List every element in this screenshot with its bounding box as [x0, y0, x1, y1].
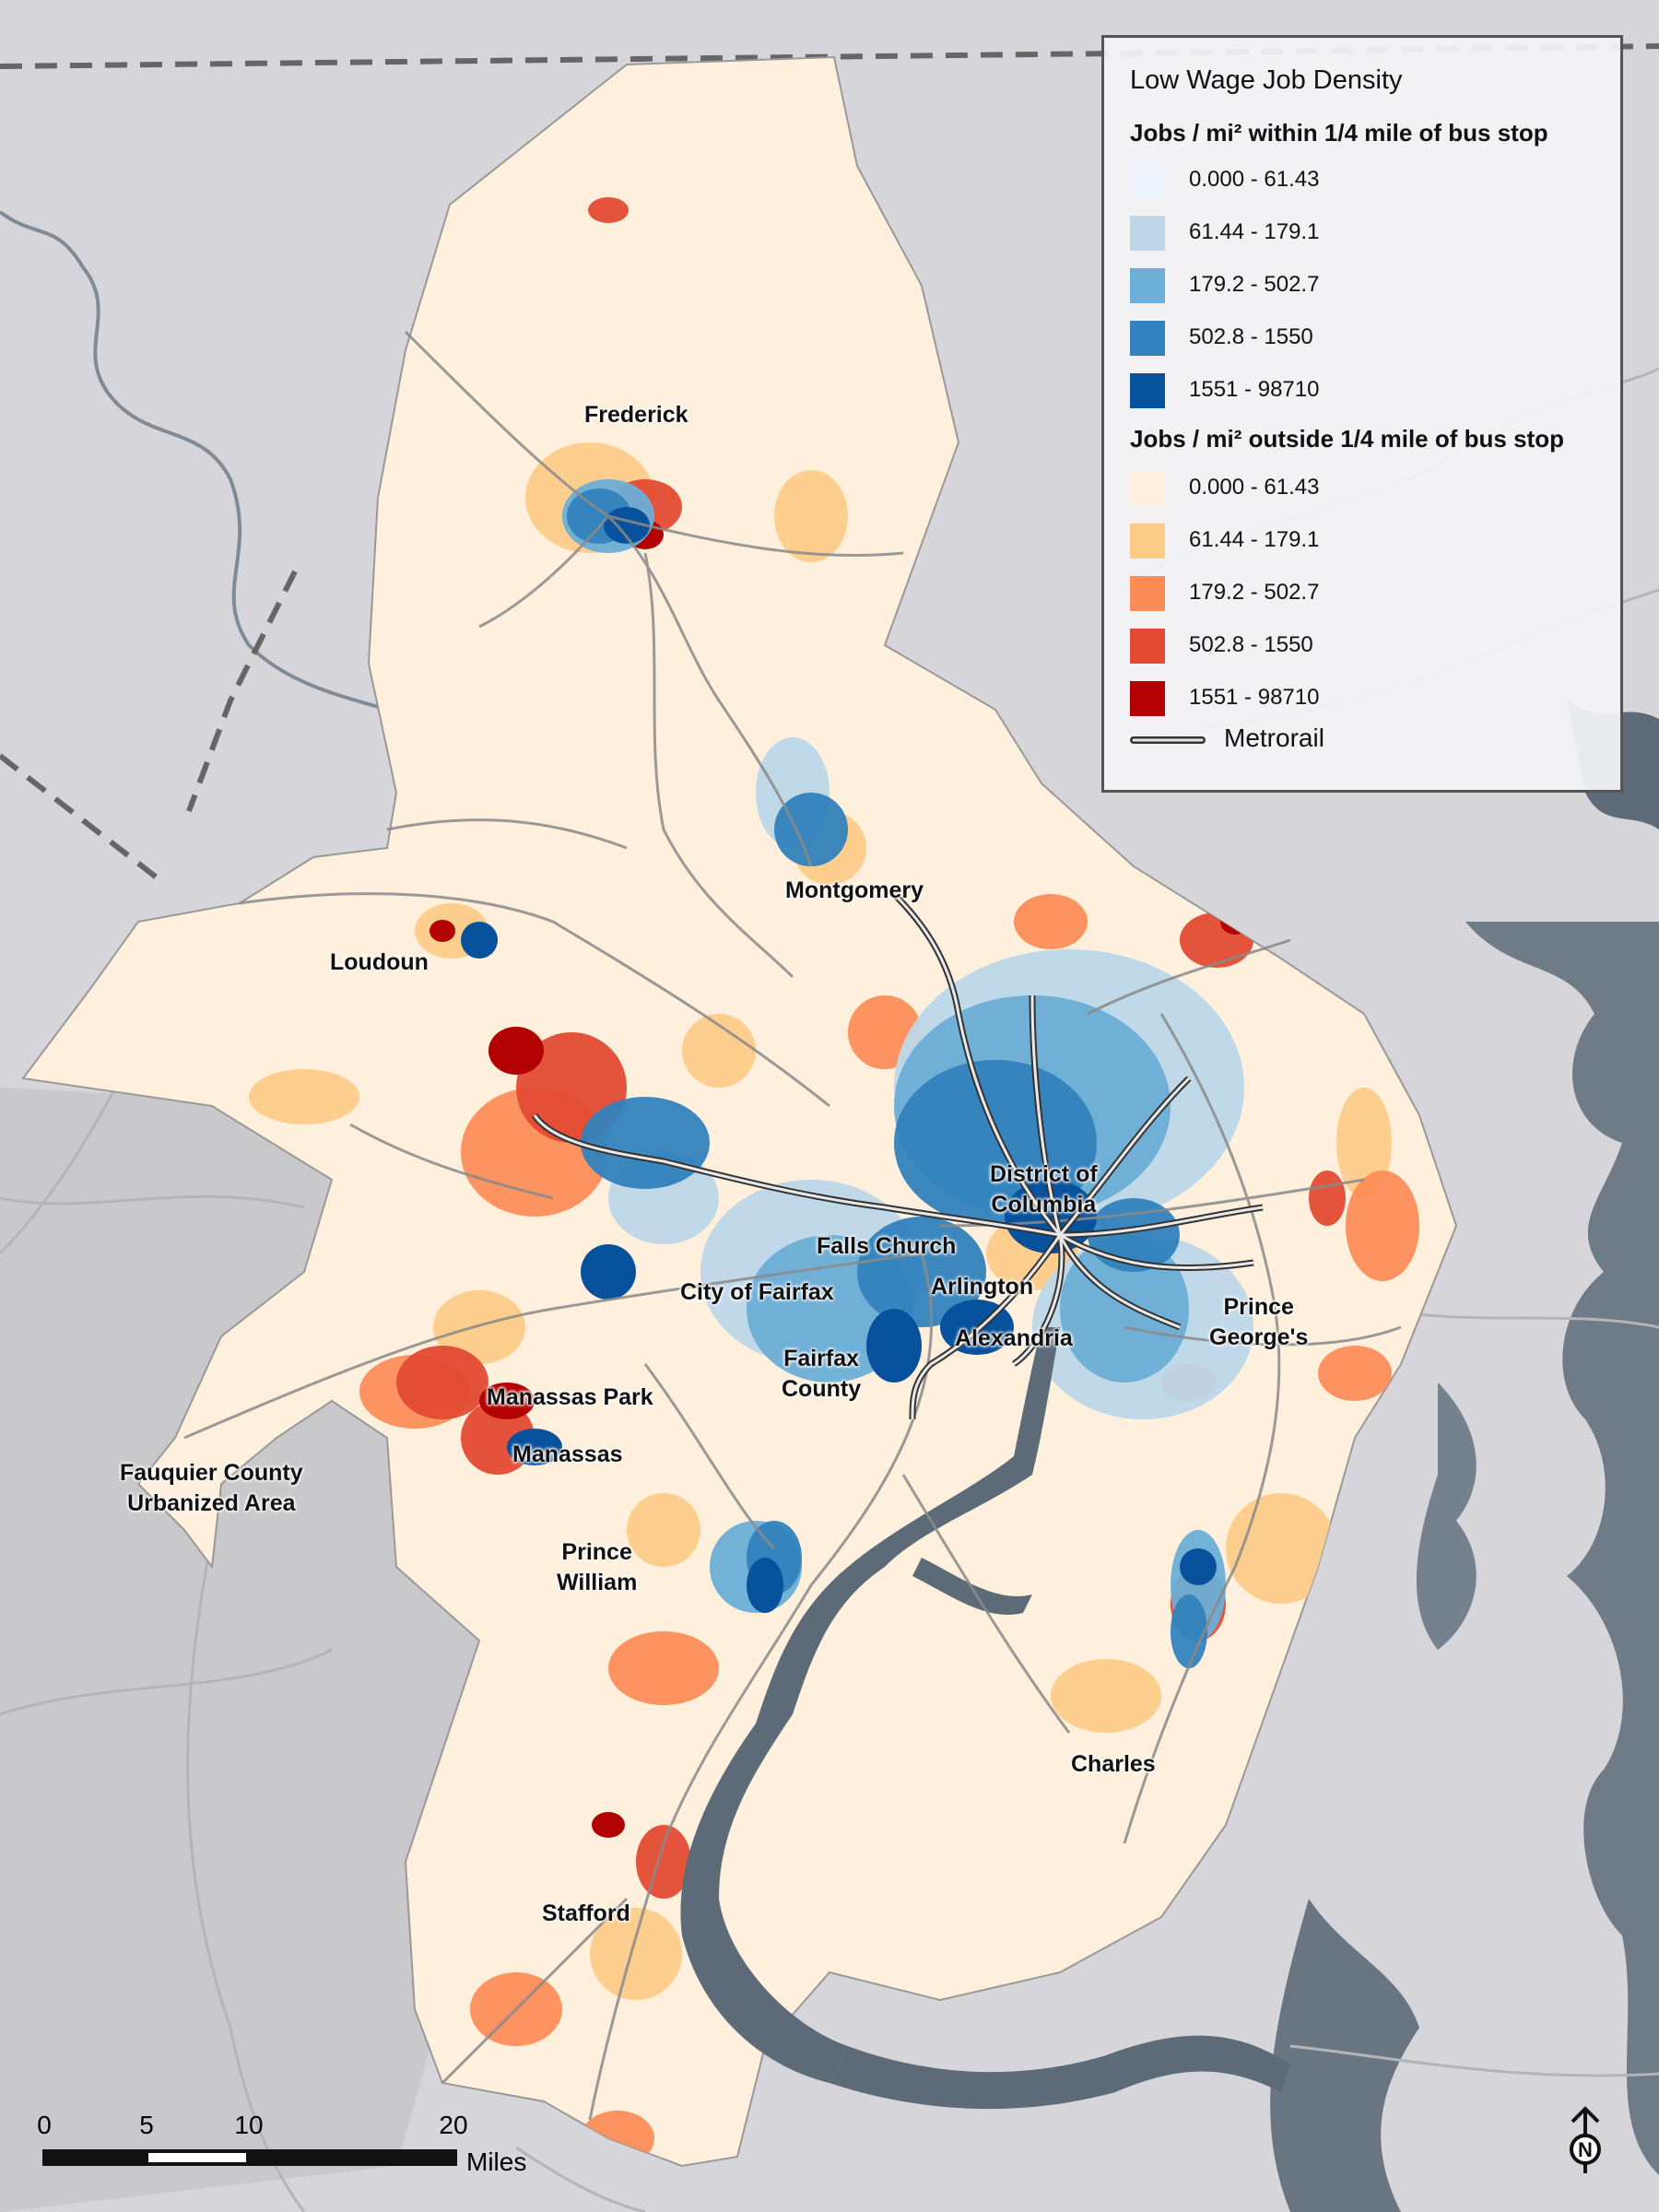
legend-swatch	[1130, 216, 1165, 251]
legend-swatch	[1130, 163, 1165, 198]
legend-swatch	[1130, 576, 1165, 611]
legend-within-class-3: 179.2 - 502.7	[1130, 268, 1609, 303]
legend-outside-class-4: 502.8 - 1550	[1130, 629, 1609, 664]
legend-outside-heading: Jobs / mi² outside 1/4 mile of bus stop	[1130, 425, 1564, 453]
place-label-prince-georges: Prince George's	[1209, 1294, 1309, 1350]
legend-swatch	[1130, 629, 1165, 664]
place-label-falls-church: Falls Church	[817, 1233, 957, 1259]
study-region	[21, 55, 1458, 2168]
legend-label: 502.8 - 1550	[1189, 632, 1313, 657]
metrorail-lines	[532, 891, 1264, 1420]
place-label-prince-william: Prince William	[557, 1539, 638, 1595]
legend-label: 0.000 - 61.43	[1189, 475, 1320, 500]
legend-swatch	[1130, 321, 1165, 356]
place-label-montgomery: Montgomery	[785, 877, 924, 903]
north-arrow: N	[1563, 2105, 1607, 2183]
legend-swatch	[1130, 373, 1165, 408]
legend-label: 1551 - 98710	[1189, 685, 1320, 710]
place-label-alexandria: Alexandria	[955, 1325, 1073, 1351]
legend-swatch	[1130, 268, 1165, 303]
north-arrow-icon: N	[1570, 2106, 1601, 2173]
legend-label: 179.2 - 502.7	[1189, 272, 1320, 297]
legend-within-class-1: 0.000 - 61.43	[1130, 163, 1609, 198]
legend-metrorail-label: Metrorail	[1224, 724, 1324, 752]
place-label-fairfax-county: Fairfax County	[782, 1346, 862, 1402]
legend-label: 179.2 - 502.7	[1189, 580, 1320, 605]
scale-unit: Miles	[466, 2147, 527, 2176]
legend-title: Low Wage Job Density	[1130, 65, 1403, 95]
scale-tick-label: 0	[37, 2111, 52, 2139]
place-label-charles: Charles	[1071, 1751, 1156, 1777]
place-label-city-of-fairfax: City of Fairfax	[680, 1279, 834, 1305]
place-label-manassas-park: Manassas Park	[487, 1384, 653, 1410]
place-label-arlington: Arlington	[931, 1274, 1034, 1300]
metrorail-symbol-icon	[1130, 736, 1206, 744]
place-label-frederick: Frederick	[584, 402, 688, 428]
legend-label: 1551 - 98710	[1189, 377, 1320, 402]
scale-tick-label: 10	[234, 2111, 264, 2139]
legend-outside-class-5: 1551 - 98710	[1130, 681, 1609, 716]
legend-swatch	[1130, 681, 1165, 716]
legend-swatch	[1130, 524, 1165, 559]
place-label-stafford: Stafford	[542, 1900, 630, 1926]
legend-within-class-2: 61.44 - 179.1	[1130, 216, 1609, 251]
legend-swatch	[1130, 471, 1165, 506]
legend-within-class-4: 502.8 - 1550	[1130, 321, 1609, 356]
legend-within-heading: Jobs / mi² within 1/4 mile of bus stop	[1130, 119, 1548, 147]
scale-bar: 0 5 10 20 Miles	[37, 2111, 526, 2184]
scale-tick-label: 5	[139, 2111, 154, 2139]
legend-label: 502.8 - 1550	[1189, 324, 1313, 349]
legend-metrorail: Metrorail	[1130, 722, 1609, 759]
legend-outside-class-3: 179.2 - 502.7	[1130, 576, 1609, 611]
legend-label: 61.44 - 179.1	[1189, 527, 1320, 552]
scale-tick-label: 20	[439, 2111, 468, 2139]
legend-label: 61.44 - 179.1	[1189, 219, 1320, 244]
place-label-manassas: Manassas	[512, 1441, 623, 1467]
legend-label: 0.000 - 61.43	[1189, 167, 1320, 192]
scale-bar-graphic	[42, 2149, 457, 2166]
legend-within-class-5: 1551 - 98710	[1130, 373, 1609, 408]
place-label-fauquier: Fauquier County Urbanized Area	[120, 1460, 303, 1516]
roads	[183, 330, 1402, 2121]
place-label-loudoun: Loudoun	[330, 949, 429, 975]
place-label-dc: District of Columbia	[990, 1161, 1098, 1218]
legend: Low Wage Job Density Jobs / mi² within 1…	[1101, 35, 1623, 793]
north-letter: N	[1578, 2138, 1593, 2161]
legend-outside-class-1: 0.000 - 61.43	[1130, 471, 1609, 506]
legend-outside-class-2: 61.44 - 179.1	[1130, 524, 1609, 559]
